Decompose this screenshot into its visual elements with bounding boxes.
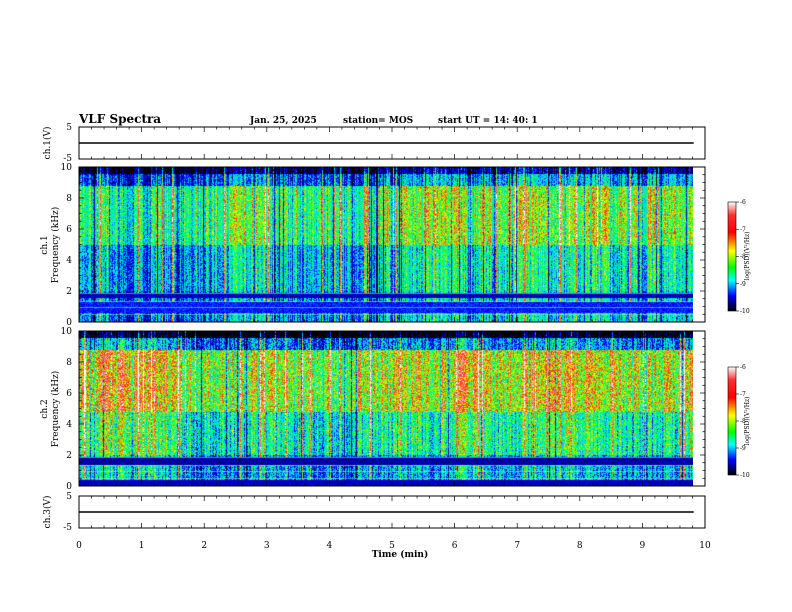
frequency-tick-label: 0	[66, 318, 72, 328]
frequency-tick-label: 10	[61, 163, 73, 173]
time-tick-label: 1	[139, 541, 145, 551]
ch2-colorbar-label: log(PSD)(V²/Hz)	[744, 397, 751, 446]
colorbar-tick-label: -10	[740, 472, 750, 479]
time-tick-label: 7	[514, 541, 520, 551]
ch3-waveform-panel: 5 -5 ch.3(V)	[42, 492, 706, 533]
time-tick-label: 5	[389, 541, 395, 551]
ch3-voltage-axis-label: ch.3(V)	[42, 496, 53, 529]
ch1-spectrogram-panel: 0 2 4 6 8 10 ch.1 Frequency (kHz)	[40, 163, 706, 328]
colorbar-tick-label: -9	[740, 281, 746, 288]
ch3-ytick-bottom: -5	[63, 523, 72, 533]
ch1-frequency-ticks: 0 2 4 6 8 10	[61, 163, 705, 328]
time-tick-label: 6	[452, 541, 458, 551]
ch2-spectrogram-panel: 0 2 4 6 8 10 ch.2 Frequency (kHz)	[40, 327, 706, 492]
time-tick-label: 2	[201, 541, 207, 551]
colorbar-tick-label: -10	[740, 308, 750, 315]
colorbar-tick-label: -7	[740, 391, 746, 398]
time-axis-tick-labels: 0 1 2 3 4 5 6 7 8 9 10	[76, 541, 711, 551]
time-tick-label: 10	[699, 541, 711, 551]
ch2-frequency-ticks: 0 2 4 6 8 10	[61, 327, 705, 492]
frequency-tick-label: 8	[66, 194, 72, 204]
frequency-tick-label: 4	[66, 256, 72, 266]
ch2-spectrogram-image	[79, 331, 693, 486]
frequency-tick-label: 10	[61, 327, 73, 337]
time-tick-label: 0	[76, 541, 82, 551]
frequency-tick-label: 0	[66, 482, 72, 492]
station-label: station= MOS	[343, 116, 413, 126]
ch2-frequency-axis-label: Frequency (kHz)	[50, 371, 61, 448]
ch1-ytick-bottom: -5	[63, 154, 72, 164]
ch3-ytick-top: 5	[66, 492, 72, 502]
time-tick-label: 4	[327, 541, 333, 551]
colorbar-tick-label: -9	[740, 445, 746, 452]
colorbar-tick-label: -6	[740, 364, 746, 371]
ch2-colorbar: -6 -7 -8 -9 -10 log(PSD)(V²/Hz)	[727, 364, 751, 479]
ch1-colorbar: -6 -7 -8 -9 -10 log(PSD)(V²/Hz)	[727, 199, 751, 315]
time-tick-label: 9	[640, 541, 646, 551]
ch2-channel-label: ch.2	[40, 399, 50, 418]
colorbar-tick-label: -7	[740, 226, 746, 233]
ch1-ytick-top: 5	[66, 123, 72, 133]
colorbar-tick-label: -6	[740, 199, 746, 206]
ch1-spectrogram-image	[79, 167, 693, 322]
ch1-voltage-axis-label: ch.1(V)	[42, 127, 53, 160]
frequency-tick-label: 2	[66, 287, 72, 297]
date-label: Jan. 25, 2025	[249, 116, 317, 126]
time-tick-label: 8	[577, 541, 583, 551]
colorbar-tick-label: -8	[740, 254, 746, 261]
frequency-tick-label: 8	[66, 358, 72, 368]
ch1-channel-label: ch.1	[40, 235, 50, 254]
time-axis-label: Time (min)	[372, 549, 429, 560]
figure-title: VLF Spectra	[78, 112, 161, 126]
frequency-tick-label: 4	[66, 420, 72, 430]
ch1-colorbar-label: log(PSD)(V²/Hz)	[744, 232, 751, 281]
ch1-frequency-axis-label: Frequency (kHz)	[50, 207, 61, 284]
frequency-tick-label: 6	[66, 389, 72, 399]
colorbar-tick-label: -8	[740, 418, 746, 425]
frequency-tick-label: 6	[66, 225, 72, 235]
ch1-waveform-panel: 5 -5 ch.1(V)	[42, 123, 706, 164]
frequency-tick-label: 2	[66, 451, 72, 461]
start-time-label: start UT = 14: 40: 1	[438, 116, 538, 126]
time-tick-label: 3	[264, 541, 270, 551]
